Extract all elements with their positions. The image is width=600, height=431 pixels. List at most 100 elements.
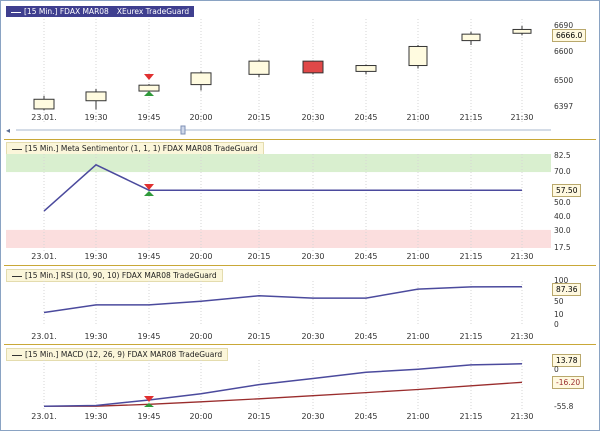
- red-triangle-down-icon: [144, 396, 154, 402]
- sentiment-y-label: 50.0: [554, 198, 571, 207]
- x-axis-label: 19:45: [137, 113, 161, 122]
- x-axis-label: 20:30: [301, 113, 325, 122]
- price-y-label: 6690: [554, 21, 574, 30]
- rsi-current-value: 87.36: [552, 283, 582, 296]
- price-y-label: 6397: [554, 102, 574, 111]
- horizontal-scrollbar[interactable]: ◂: [6, 125, 551, 135]
- macd-current-value: 13.78: [552, 354, 582, 367]
- macd-y-label: 0: [554, 365, 559, 374]
- x-axis-label: 21:15: [459, 332, 483, 341]
- x-axis-label: 23.01.: [31, 252, 57, 261]
- price-y-label: 6500: [554, 76, 574, 85]
- x-axis-label: 20:45: [354, 252, 378, 261]
- x-axis-label: 19:30: [84, 113, 108, 122]
- x-axis-label: 23.01.: [31, 332, 57, 341]
- candle-body: [138, 84, 160, 92]
- x-axis-label: 20:00: [189, 252, 213, 261]
- x-axis-label: 20:00: [189, 113, 213, 122]
- rsi-y-label: 50: [554, 297, 564, 306]
- panel-separator[interactable]: [4, 265, 596, 266]
- x-axis-label: 19:45: [137, 332, 161, 341]
- rsi-y-label: 100: [554, 276, 569, 285]
- x-axis-label: 20:45: [354, 412, 378, 421]
- sentiment-panel-title: [15 Min.] Meta Sentimentor (1, 1, 1) FDA…: [25, 144, 258, 153]
- macd-panel-title: [15 Min.] MACD (12, 26, 9) FDAX MAR08 Tr…: [25, 350, 223, 359]
- sentiment-y-label: 30.0: [554, 226, 571, 235]
- x-axis-label: 21:15: [459, 252, 483, 261]
- macd-line: [43, 363, 523, 407]
- rsi-y-label: 0: [554, 320, 559, 329]
- x-axis-label: 23.01.: [31, 113, 57, 122]
- x-axis-label: 21:30: [510, 113, 534, 122]
- x-axis-label: 19:30: [84, 412, 108, 421]
- sentiment-y-label: 40.0: [554, 212, 571, 221]
- price-panel-header[interactable]: [15 Min.] FDAX MAR08 XEurex TradeGuard: [6, 6, 195, 17]
- price-current-value: 6666.0: [552, 29, 587, 42]
- rsi-panel-title: [15 Min.] RSI (10, 90, 10) FDAX MAR08 Tr…: [25, 271, 217, 280]
- macd-panel-header[interactable]: [15 Min.] MACD (12, 26, 9) FDAX MAR08 Tr…: [6, 348, 229, 361]
- candle-body: [33, 98, 55, 110]
- red-triangle-down-icon: [144, 74, 154, 80]
- x-axis-label: 21:30: [510, 252, 534, 261]
- price-panel-title: [15 Min.] FDAX MAR08: [24, 7, 109, 16]
- macd-signal-value: -16.20: [552, 376, 585, 389]
- candle-body: [408, 45, 428, 67]
- x-axis-label: 20:45: [354, 332, 378, 341]
- panel-separator[interactable]: [4, 344, 596, 345]
- scrollbar-thumb[interactable]: [180, 125, 186, 135]
- macd-chart[interactable]: [6, 360, 551, 410]
- series-line-icon: [12, 148, 22, 150]
- rsi-y-label: 10: [554, 310, 564, 319]
- candle-body: [190, 72, 212, 86]
- candle-body: [302, 60, 324, 74]
- overbought-band: [6, 154, 551, 173]
- scroll-left-icon[interactable]: ◂: [6, 126, 10, 135]
- series-line-icon: [12, 354, 22, 356]
- candle-body: [85, 91, 107, 102]
- x-axis-label: 21:00: [406, 252, 430, 261]
- x-axis-label: 20:45: [354, 113, 378, 122]
- green-triangle-up-icon: [144, 91, 154, 96]
- sentiment-line: [43, 163, 522, 212]
- x-axis-label: 21:30: [510, 332, 534, 341]
- x-axis-label: 23.01.: [31, 412, 57, 421]
- sentiment-y-label: 70.0: [554, 167, 571, 176]
- x-axis-label: 21:00: [406, 332, 430, 341]
- rsi-chart[interactable]: [6, 281, 551, 326]
- red-triangle-down-icon: [144, 184, 154, 190]
- sentiment-y-label: 17.5: [554, 243, 571, 252]
- sentiment-current-value: 57.50: [552, 184, 582, 197]
- oversold-band: [6, 229, 551, 248]
- x-axis-label: 21:15: [459, 412, 483, 421]
- x-axis-label: 19:30: [84, 252, 108, 261]
- x-axis-label: 19:45: [137, 252, 161, 261]
- rsi-panel-header[interactable]: [15 Min.] RSI (10, 90, 10) FDAX MAR08 Tr…: [6, 269, 223, 282]
- candle-body: [248, 60, 270, 75]
- x-axis-label: 20:15: [247, 113, 271, 122]
- green-triangle-up-icon: [144, 403, 154, 407]
- series-line-icon: [12, 275, 22, 277]
- x-axis-label: 20:15: [247, 412, 271, 421]
- price-panel-source: XEurex TradeGuard: [116, 7, 190, 16]
- candle-body: [355, 65, 377, 72]
- sentiment-y-label: 82.5: [554, 151, 571, 160]
- candle-body: [461, 33, 481, 42]
- x-axis-label: 20:30: [301, 332, 325, 341]
- x-axis-label: 21:00: [406, 113, 430, 122]
- sentiment-chart[interactable]: [6, 154, 551, 251]
- macd-signal-line: [44, 381, 523, 407]
- series-line-icon: [11, 11, 21, 13]
- x-axis-label: 21:15: [459, 113, 483, 122]
- x-axis-label: 20:15: [247, 332, 271, 341]
- x-axis-label: 19:45: [137, 412, 161, 421]
- price-chart[interactable]: [6, 19, 551, 123]
- x-axis-label: 20:15: [247, 252, 271, 261]
- x-axis-label: 20:00: [189, 332, 213, 341]
- candle-body: [512, 28, 532, 34]
- x-axis-label: 21:30: [510, 412, 534, 421]
- x-axis-label: 21:00: [406, 412, 430, 421]
- panel-separator[interactable]: [4, 139, 596, 140]
- green-triangle-up-icon: [144, 191, 154, 196]
- x-axis-label: 20:30: [301, 412, 325, 421]
